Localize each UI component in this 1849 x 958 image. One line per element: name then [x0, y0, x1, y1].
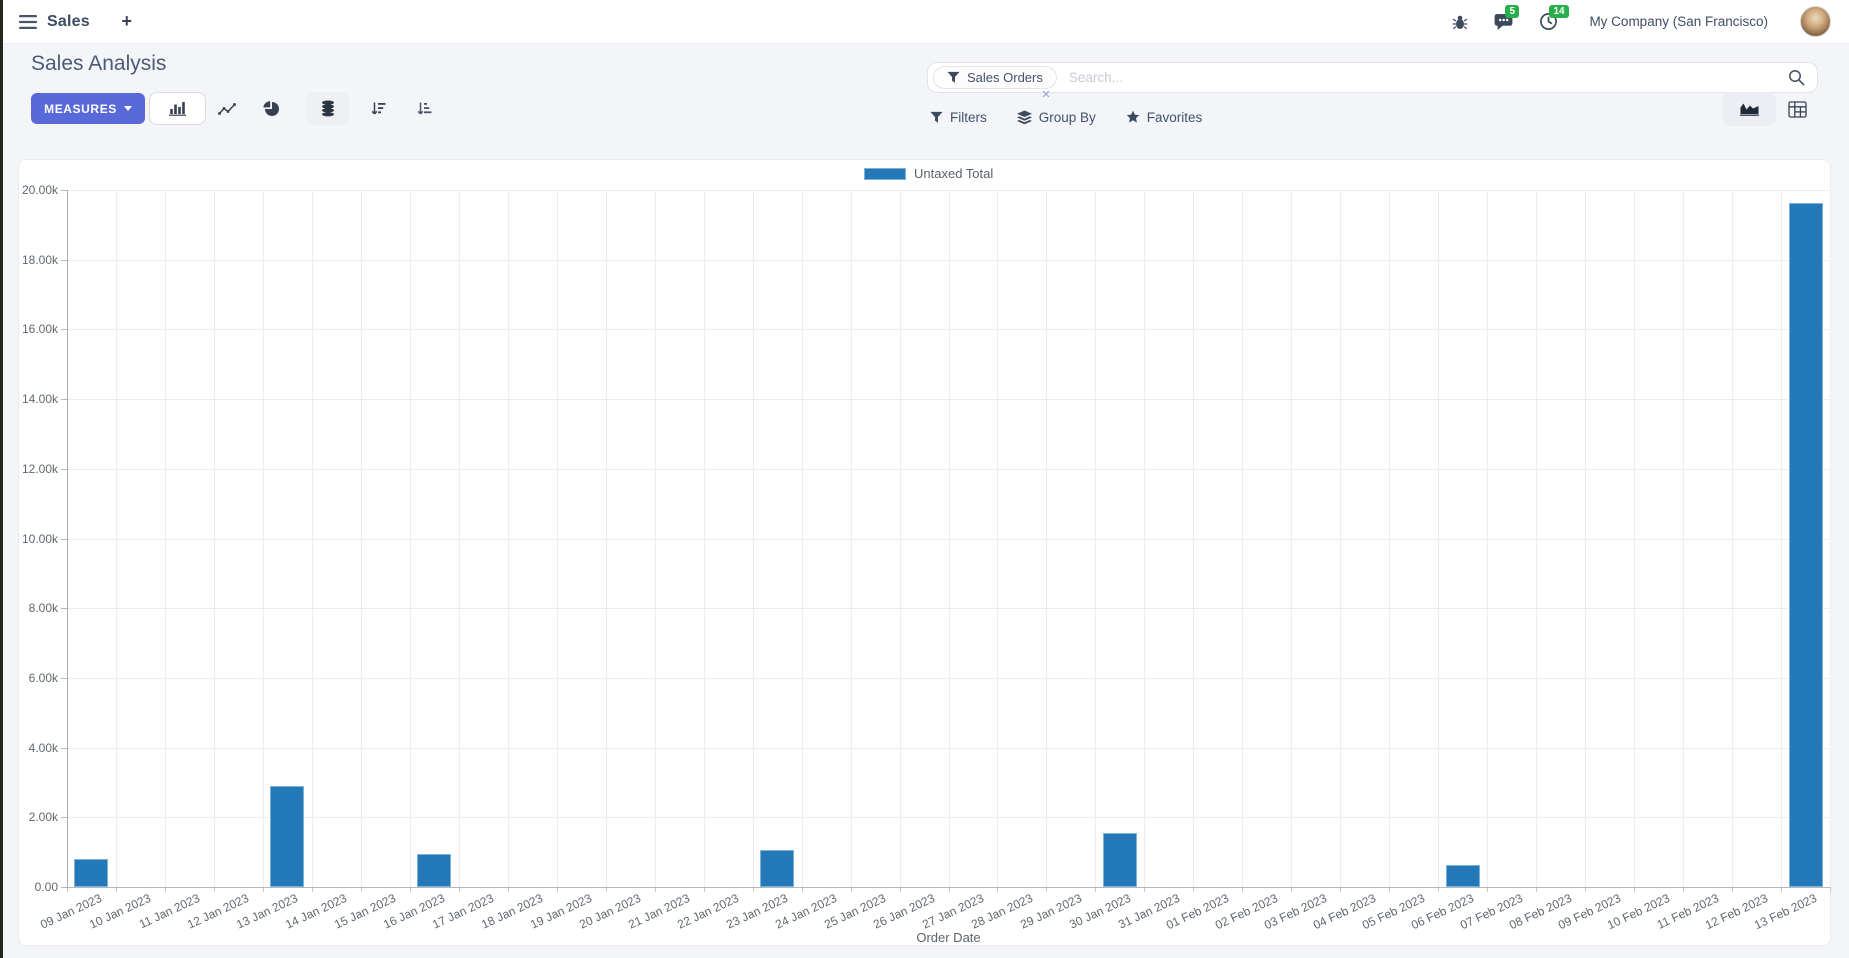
- pie-chart-icon: [263, 100, 279, 117]
- search-icon[interactable]: [1788, 69, 1805, 86]
- filters-button[interactable]: Filters: [930, 110, 987, 125]
- group-by-button[interactable]: Group By: [1016, 109, 1096, 125]
- bar-chart-icon: [168, 101, 187, 116]
- search-facet-sales-orders[interactable]: Sales Orders: [933, 66, 1057, 89]
- top-navbar: Sales + 5 14 My Company (San Francisco): [3, 0, 1849, 44]
- sort-descending-button[interactable]: [363, 92, 393, 125]
- area-chart-icon: [1739, 101, 1760, 117]
- chat-bubble-icon: [1494, 13, 1514, 31]
- layers-icon: [1016, 109, 1032, 125]
- bar[interactable]: [1103, 833, 1137, 887]
- search-input[interactable]: [1056, 70, 1788, 85]
- sort-descending-icon: [370, 101, 386, 116]
- legend-swatch: [864, 167, 906, 180]
- search-options-row: Filters Group By Favorites: [930, 103, 1202, 131]
- app-name[interactable]: Sales: [47, 12, 90, 30]
- activities-count-badge: 14: [1549, 4, 1569, 18]
- group-by-label: Group By: [1038, 109, 1096, 125]
- window-edge: [0, 0, 3, 958]
- bar[interactable]: [270, 786, 304, 887]
- sort-ascending-icon: [416, 101, 432, 116]
- caret-down-icon: [123, 106, 132, 111]
- line-chart-mode-button[interactable]: [212, 92, 242, 125]
- remove-facet-button[interactable]: ✕: [1041, 89, 1051, 101]
- line-chart-icon: [218, 102, 236, 116]
- bug-icon: [1452, 14, 1468, 30]
- stacked-toggle-button[interactable]: [306, 92, 349, 125]
- legend-label: Untaxed Total: [914, 166, 994, 181]
- messages-count-badge: 5: [1505, 4, 1519, 18]
- page-title: Sales Analysis: [31, 52, 167, 75]
- sort-ascending-button[interactable]: [409, 92, 439, 125]
- filter-funnel-icon: [930, 111, 943, 124]
- add-tab-button[interactable]: +: [121, 11, 133, 31]
- pie-chart-mode-button[interactable]: [256, 92, 286, 125]
- chart-card: [18, 159, 1831, 946]
- hamburger-icon: [19, 14, 37, 29]
- company-switcher[interactable]: My Company (San Francisco): [1589, 14, 1768, 29]
- search-bar[interactable]: Sales Orders: [927, 62, 1818, 93]
- favorites-button[interactable]: Favorites: [1126, 109, 1203, 125]
- apps-menu-button[interactable]: [13, 6, 43, 38]
- bar-chart-mode-button[interactable]: [149, 92, 206, 125]
- bar[interactable]: [1446, 865, 1480, 887]
- pivot-view-button[interactable]: [1778, 92, 1816, 126]
- legend-item[interactable]: Untaxed Total: [864, 166, 993, 181]
- user-avatar[interactable]: [1800, 6, 1831, 37]
- x-axis-title: Order Date: [916, 930, 981, 945]
- pivot-table-icon: [1787, 100, 1807, 118]
- facet-label: Sales Orders: [967, 70, 1043, 85]
- favorites-label: Favorites: [1146, 109, 1203, 125]
- bar[interactable]: [1789, 203, 1823, 887]
- filters-label: Filters: [950, 109, 987, 125]
- database-stack-icon: [320, 100, 336, 117]
- debug-button[interactable]: [1449, 10, 1471, 34]
- bar[interactable]: [74, 859, 108, 887]
- measures-button[interactable]: MEASURES: [31, 93, 145, 124]
- bar[interactable]: [760, 850, 794, 887]
- filter-funnel-icon: [947, 71, 960, 84]
- graph-view-button[interactable]: [1722, 92, 1776, 126]
- measures-label: MEASURES: [44, 101, 117, 116]
- star-icon: [1126, 110, 1140, 124]
- messages-button[interactable]: 5: [1493, 4, 1519, 34]
- bar[interactable]: [417, 854, 451, 887]
- activities-button[interactable]: 14: [1537, 4, 1569, 34]
- clock-icon: [1539, 12, 1558, 31]
